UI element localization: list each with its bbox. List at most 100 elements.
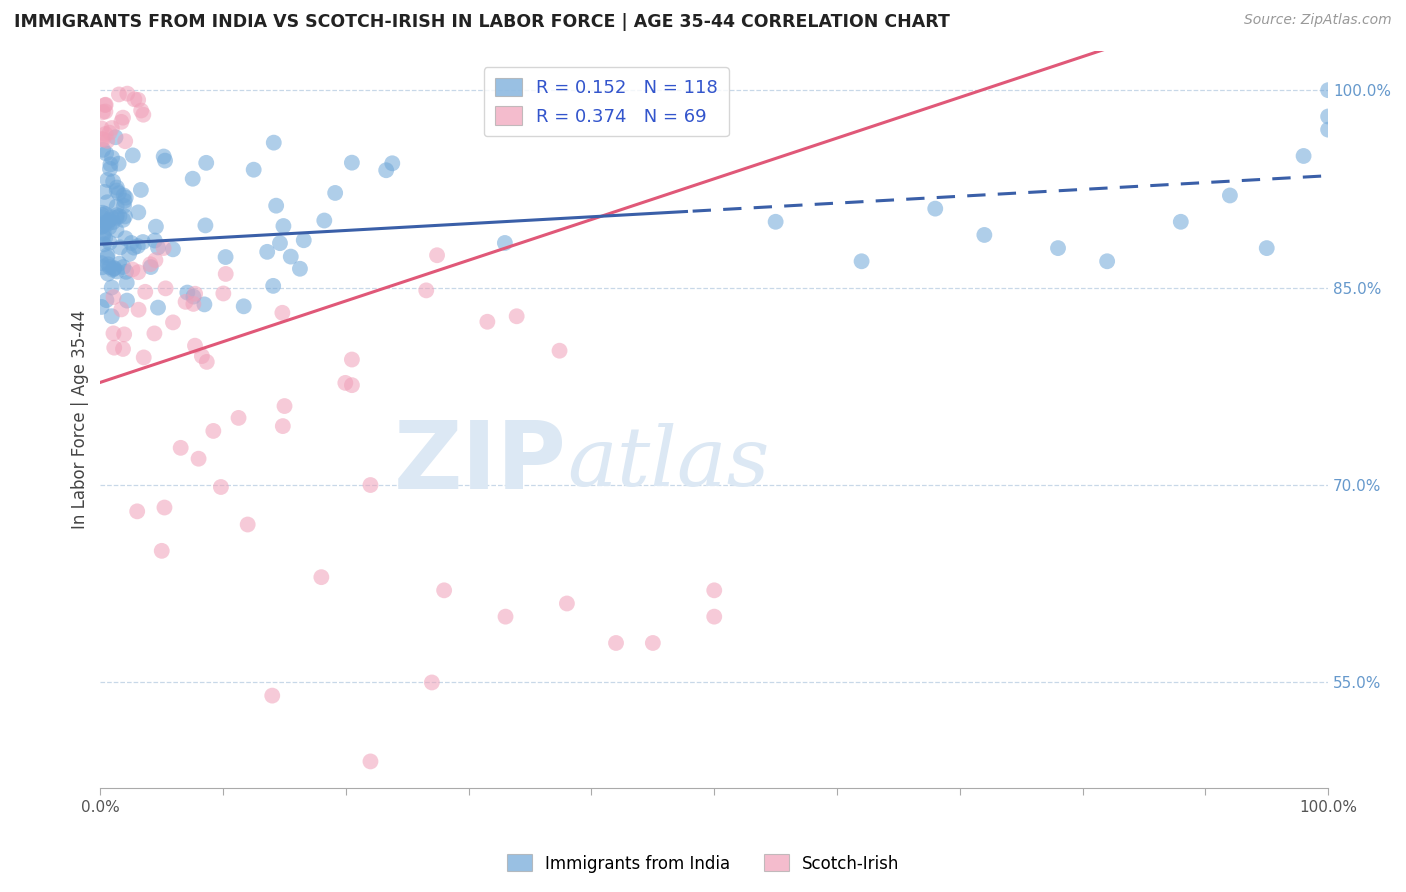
- Point: [96, 217, 118, 231]
- Point: [91, 143, 114, 157]
- Point: [100, 211, 122, 225]
- Point: [314, 213, 336, 227]
- Point: [127, 205, 149, 219]
- Point: [108, 87, 131, 102]
- Point: [96, 195, 118, 210]
- Point: [162, 315, 184, 329]
- Point: [273, 219, 295, 233]
- Point: [100, 280, 122, 294]
- Point: [96, 293, 118, 307]
- Point: [94, 146, 117, 161]
- Point: [212, 286, 235, 301]
- Point: [288, 261, 311, 276]
- Point: [375, 163, 398, 178]
- Point: [174, 294, 197, 309]
- Point: [1047, 241, 1070, 255]
- Point: [101, 215, 124, 229]
- Point: [359, 755, 381, 769]
- Point: [323, 186, 346, 200]
- Point: [359, 478, 381, 492]
- Text: atlas: atlas: [567, 424, 769, 503]
- Point: [765, 215, 787, 229]
- Point: [94, 97, 117, 112]
- Point: [703, 583, 725, 598]
- Point: [145, 219, 167, 234]
- Point: [202, 424, 225, 438]
- Point: [605, 636, 627, 650]
- Point: [101, 262, 124, 277]
- Point: [97, 257, 120, 271]
- Point: [973, 227, 995, 242]
- Point: [94, 104, 117, 119]
- Point: [91, 105, 114, 120]
- Point: [155, 281, 177, 295]
- Point: [91, 132, 114, 146]
- Point: [1317, 110, 1340, 124]
- Point: [108, 257, 131, 271]
- Point: [153, 500, 176, 515]
- Point: [97, 267, 120, 281]
- Point: [215, 267, 238, 281]
- Point: [112, 199, 135, 213]
- Point: [132, 351, 155, 365]
- Point: [505, 310, 527, 324]
- Point: [122, 241, 145, 255]
- Text: IMMIGRANTS FROM INDIA VS SCOTCH-IRISH IN LABOR FORCE | AGE 35-44 CORRELATION CHA: IMMIGRANTS FROM INDIA VS SCOTCH-IRISH IN…: [14, 13, 950, 31]
- Text: ZIP: ZIP: [394, 417, 567, 509]
- Point: [494, 235, 516, 250]
- Point: [98, 260, 121, 275]
- Point: [127, 239, 149, 253]
- Point: [127, 265, 149, 279]
- Point: [1095, 254, 1118, 268]
- Point: [420, 675, 443, 690]
- Point: [340, 378, 363, 392]
- Point: [152, 149, 174, 163]
- Point: [262, 689, 284, 703]
- Point: [124, 92, 146, 106]
- Point: [129, 183, 152, 197]
- Point: [91, 229, 114, 244]
- Point: [209, 480, 232, 494]
- Point: [143, 326, 166, 341]
- Point: [132, 108, 155, 122]
- Point: [127, 504, 149, 518]
- Point: [851, 254, 873, 268]
- Point: [105, 223, 128, 237]
- Point: [112, 260, 135, 274]
- Point: [115, 265, 138, 279]
- Point: [111, 342, 134, 356]
- Point: [91, 260, 114, 275]
- Point: [115, 293, 138, 308]
- Point: [104, 130, 127, 145]
- Point: [105, 208, 128, 222]
- Point: [162, 243, 184, 257]
- Point: [184, 339, 207, 353]
- Point: [1256, 241, 1278, 255]
- Point: [101, 175, 124, 189]
- Point: [495, 609, 517, 624]
- Point: [108, 240, 131, 254]
- Point: [1219, 188, 1241, 202]
- Point: [415, 284, 437, 298]
- Point: [271, 419, 294, 434]
- Point: [103, 261, 125, 276]
- Y-axis label: In Labor Force | Age 35-44: In Labor Force | Age 35-44: [72, 310, 89, 529]
- Point: [426, 248, 449, 262]
- Point: [96, 251, 118, 265]
- Point: [98, 220, 121, 235]
- Point: [1317, 83, 1340, 97]
- Point: [477, 315, 499, 329]
- Point: [214, 250, 236, 264]
- Point: [94, 127, 117, 141]
- Point: [105, 199, 128, 213]
- Point: [96, 134, 118, 148]
- Point: [127, 93, 149, 107]
- Point: [555, 597, 578, 611]
- Point: [112, 327, 135, 342]
- Point: [273, 399, 295, 413]
- Point: [193, 297, 215, 311]
- Point: [924, 202, 946, 216]
- Point: [93, 237, 115, 252]
- Point: [139, 257, 162, 271]
- Point: [143, 234, 166, 248]
